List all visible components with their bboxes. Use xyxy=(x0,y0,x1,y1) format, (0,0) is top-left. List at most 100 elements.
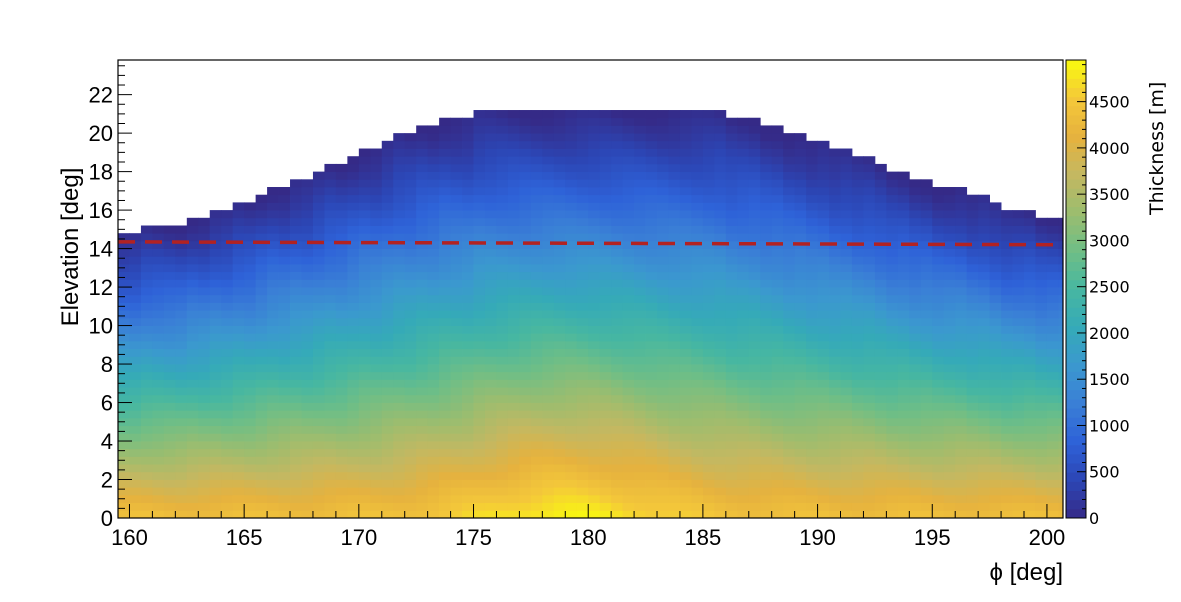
heatmap-cell xyxy=(152,417,165,427)
heatmap-cell xyxy=(783,387,796,396)
heatmap-cell xyxy=(691,187,704,196)
heatmap-cell xyxy=(679,287,692,296)
heatmap-cell xyxy=(817,340,830,350)
heatmap-cell xyxy=(668,148,681,157)
heatmap-cell xyxy=(267,502,279,511)
heatmap-cell xyxy=(657,371,669,380)
heatmap-cell xyxy=(370,456,383,465)
heatmap-cell xyxy=(806,325,818,334)
heatmap-cell xyxy=(519,371,532,380)
heatmap-cell xyxy=(232,471,245,480)
heatmap-cell xyxy=(886,302,899,311)
heatmap-cell xyxy=(278,210,291,219)
heatmap-cell xyxy=(232,263,245,273)
heatmap-cell xyxy=(955,302,968,311)
x-tick-label: 195 xyxy=(914,525,951,550)
heatmap-cell xyxy=(748,433,761,442)
heatmap-cell xyxy=(576,502,589,511)
heatmap-cell xyxy=(324,248,337,257)
heatmap-cell xyxy=(955,502,968,511)
heatmap-cell xyxy=(484,156,497,165)
heatmap-cell xyxy=(794,333,807,342)
heatmap-cell xyxy=(760,294,773,303)
heatmap-cell xyxy=(393,163,406,173)
heatmap-cell xyxy=(668,163,681,173)
heatmap-cell xyxy=(943,317,956,326)
heatmap-cell xyxy=(817,148,830,157)
heatmap-cell xyxy=(748,279,761,288)
heatmap-cell xyxy=(725,202,738,211)
heatmap-cell xyxy=(794,271,807,280)
heatmap-cell xyxy=(267,425,279,434)
heatmap-cell xyxy=(771,317,784,326)
heatmap-cell xyxy=(702,402,715,411)
heatmap-cell xyxy=(679,410,692,419)
heatmap-cell xyxy=(737,163,750,173)
heatmap-cell xyxy=(634,233,646,242)
heatmap-cell xyxy=(920,402,933,411)
heatmap-cell xyxy=(806,225,818,234)
heatmap-cell xyxy=(622,325,635,334)
heatmap-cell xyxy=(1024,279,1036,288)
heatmap-cell xyxy=(416,502,429,511)
heatmap-cell xyxy=(301,202,314,211)
heatmap-cell xyxy=(1035,317,1048,326)
heatmap-cell xyxy=(358,394,371,403)
heatmap-cell xyxy=(897,364,910,373)
heatmap-cell xyxy=(966,510,979,518)
heatmap-cell xyxy=(806,179,818,188)
heatmap-cell xyxy=(186,433,199,442)
heatmap-cell xyxy=(989,217,1002,226)
heatmap-cell xyxy=(829,294,841,303)
heatmap-cell xyxy=(622,302,635,311)
heatmap-cell xyxy=(416,417,429,427)
heatmap-cell xyxy=(553,494,566,504)
heatmap-cell xyxy=(427,410,440,419)
heatmap-cell xyxy=(542,279,555,288)
heatmap-cell xyxy=(565,248,578,257)
heatmap-cell xyxy=(473,271,486,280)
heatmap-cell xyxy=(634,356,646,365)
heatmap-cell xyxy=(358,202,371,211)
heatmap-cell xyxy=(439,210,451,219)
heatmap-cell xyxy=(404,263,417,273)
heatmap-cell xyxy=(691,125,704,134)
heatmap-cell xyxy=(404,387,417,396)
heatmap-cell xyxy=(347,417,360,427)
heatmap-cell xyxy=(668,110,681,119)
heatmap-cell xyxy=(611,510,624,518)
heatmap-cell xyxy=(232,387,245,396)
heatmap-cell xyxy=(416,425,429,434)
heatmap-cell xyxy=(806,217,818,226)
heatmap-cell xyxy=(679,456,692,465)
heatmap-cell xyxy=(874,441,887,450)
heatmap-cell xyxy=(714,156,727,165)
heatmap-cell xyxy=(829,456,841,465)
heatmap-cell xyxy=(714,302,727,311)
heatmap-cell xyxy=(416,510,429,518)
heatmap-cell xyxy=(725,163,738,173)
heatmap-cell xyxy=(140,456,153,465)
heatmap-cell xyxy=(863,340,876,350)
heatmap-cell xyxy=(404,279,417,288)
heatmap-cell xyxy=(496,179,509,188)
heatmap-cell xyxy=(645,110,658,119)
heatmap-cell xyxy=(932,287,945,296)
heatmap-cell xyxy=(978,487,990,496)
heatmap-cell xyxy=(966,287,979,296)
heatmap-cell xyxy=(530,187,543,196)
heatmap-cell xyxy=(874,479,887,488)
heatmap-cell xyxy=(140,494,153,504)
heatmap-cell xyxy=(679,271,692,280)
heatmap-cell xyxy=(118,371,130,380)
heatmap-cell xyxy=(611,325,624,334)
heatmap-cell xyxy=(794,387,807,396)
heatmap-cell xyxy=(198,479,211,488)
heatmap-cell xyxy=(783,248,796,257)
heatmap-cell xyxy=(358,240,371,249)
heatmap-cell xyxy=(748,348,761,357)
heatmap-cell xyxy=(943,502,956,511)
heatmap-cell xyxy=(232,225,245,234)
heatmap-cell xyxy=(576,194,589,203)
heatmap-cell xyxy=(725,125,738,134)
